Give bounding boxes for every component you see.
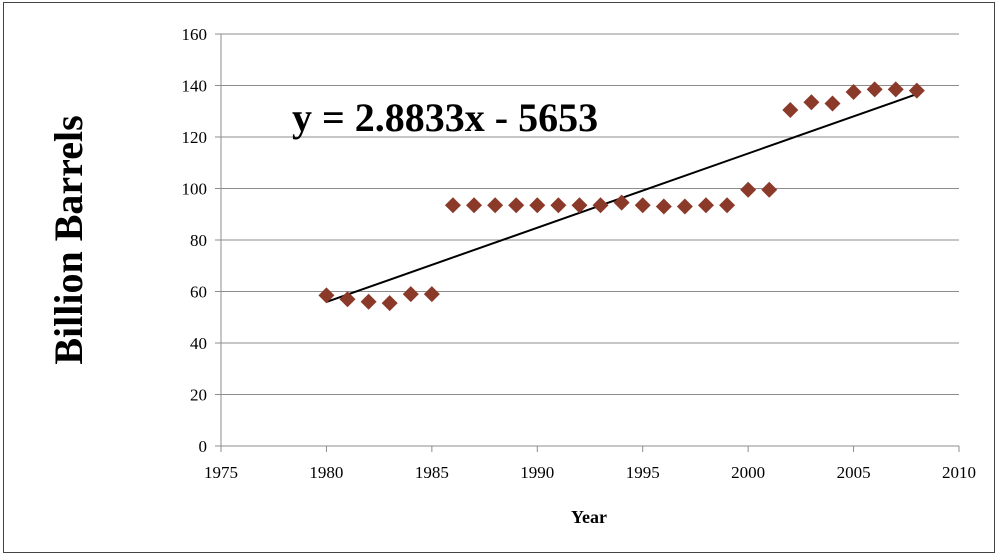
data-point-1990 — [529, 197, 546, 214]
data-point-1994 — [613, 194, 630, 211]
data-point-1996 — [655, 198, 672, 215]
y-tick-label-140: 140 — [182, 77, 208, 96]
chart-frame — [3, 2, 995, 553]
data-point-2002 — [782, 101, 799, 118]
data-point-1986 — [444, 197, 461, 214]
y-tick-label-160: 160 — [182, 25, 208, 44]
data-point-1981 — [339, 291, 356, 308]
data-point-1992 — [571, 197, 588, 214]
x-tick-label-1990: 1990 — [520, 463, 554, 482]
x-tick-label-2000: 2000 — [731, 463, 765, 482]
y-tick-label-100: 100 — [182, 180, 208, 199]
data-point-1993 — [592, 197, 609, 214]
y-tick-label-0: 0 — [199, 437, 208, 456]
x-axis-label: Year — [571, 507, 607, 527]
data-point-1985 — [423, 286, 440, 303]
data-points — [318, 81, 925, 312]
x-tick-label-2010: 2010 — [942, 463, 976, 482]
data-point-1987 — [466, 197, 483, 214]
axes — [215, 33, 960, 452]
y-tick-label-60: 60 — [190, 283, 207, 302]
y-tick-label-120: 120 — [182, 128, 208, 147]
data-point-2003 — [803, 94, 820, 111]
grid-lines — [221, 33, 959, 395]
y-tick-label-80: 80 — [190, 231, 207, 250]
data-point-2000 — [740, 181, 757, 198]
data-point-2006 — [866, 81, 883, 98]
x-tick-label-1975: 1975 — [204, 463, 238, 482]
data-point-2004 — [824, 95, 841, 112]
x-tick-label-2005: 2005 — [837, 463, 871, 482]
data-point-1980 — [318, 287, 335, 304]
y-tick-label-20: 20 — [190, 386, 207, 405]
data-point-2005 — [845, 83, 862, 100]
x-tick-label-1980: 1980 — [309, 463, 343, 482]
data-point-1984 — [402, 286, 419, 303]
data-point-2007 — [887, 81, 904, 98]
x-tick-label-1995: 1995 — [626, 463, 660, 482]
data-point-1988 — [487, 197, 504, 214]
data-point-1995 — [634, 197, 651, 214]
y-axis-label: Billion Barrels — [46, 115, 91, 364]
tick-labels: 0 20 40 60 80 100 120 140 160 1975 1980 1985 1990 199… — [182, 25, 977, 482]
data-point-2008 — [908, 82, 925, 99]
data-point-2001 — [761, 181, 778, 198]
trendline-equation: y = 2.8833x - 5653 — [292, 95, 598, 140]
data-point-1998 — [697, 197, 714, 214]
data-point-1983 — [381, 295, 398, 312]
data-point-1982 — [360, 293, 377, 310]
y-tick-label-40: 40 — [190, 334, 207, 353]
x-tick-label-1985: 1985 — [415, 463, 449, 482]
data-point-1997 — [676, 198, 693, 215]
data-point-1991 — [550, 197, 567, 214]
data-point-1989 — [508, 197, 525, 214]
data-point-1999 — [719, 197, 736, 214]
